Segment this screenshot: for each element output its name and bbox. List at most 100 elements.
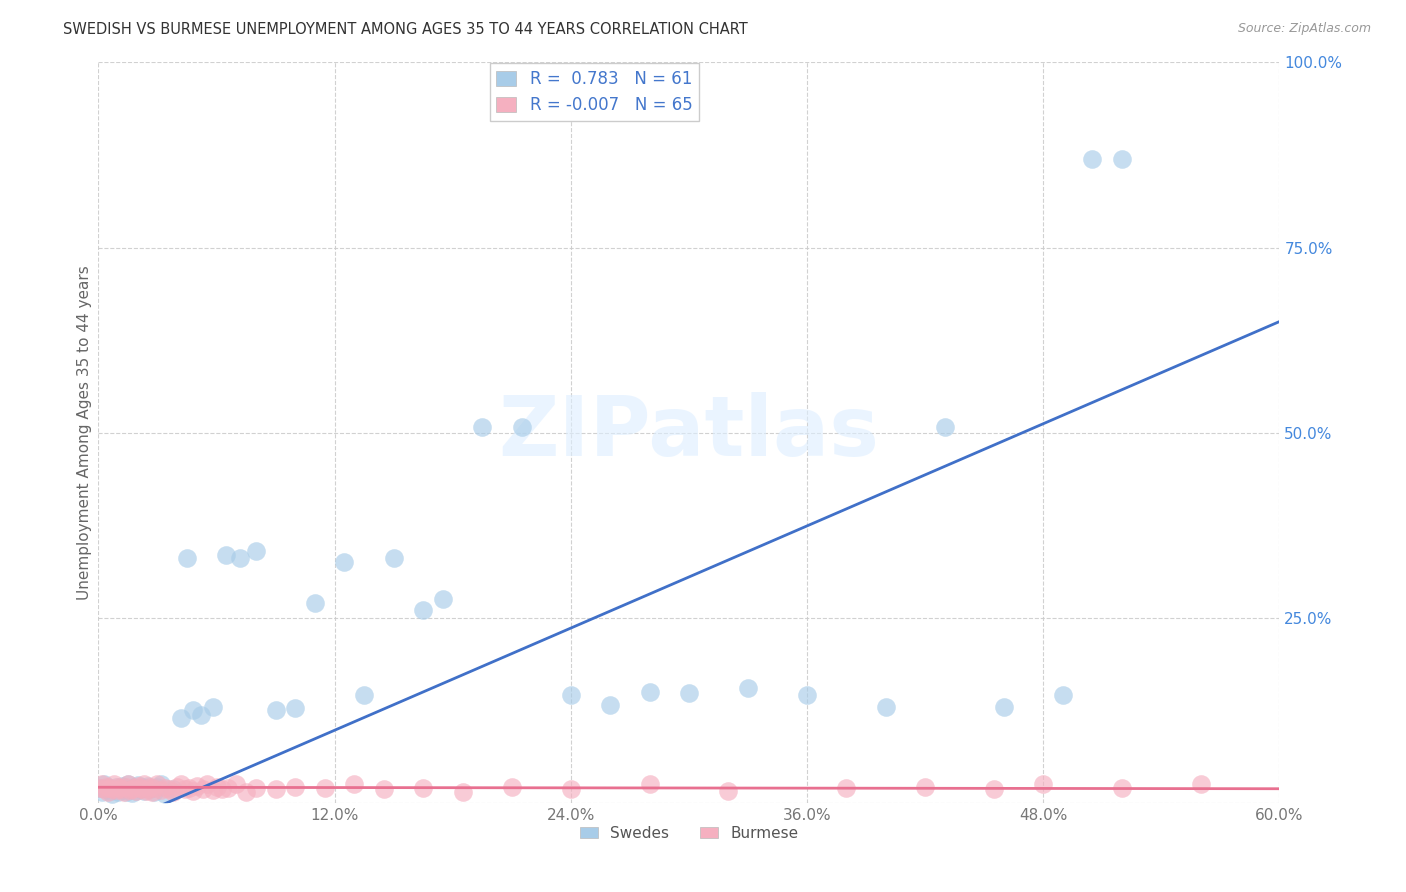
Point	[1111, 152, 1133, 166]
Text: ZIPatlas: ZIPatlas	[499, 392, 879, 473]
Point	[122, 780, 145, 794]
Point	[93, 777, 115, 791]
Point	[91, 777, 114, 791]
Point	[166, 780, 188, 794]
Point	[125, 784, 148, 798]
Point	[1189, 777, 1212, 791]
Point	[201, 783, 224, 797]
Point	[314, 780, 336, 795]
Point	[103, 781, 125, 796]
Point	[1081, 152, 1104, 166]
Point	[875, 699, 897, 714]
Point	[93, 782, 115, 797]
Point	[284, 701, 307, 715]
Point	[993, 699, 1015, 714]
Point	[560, 782, 582, 797]
Point	[186, 779, 208, 793]
Point	[717, 784, 740, 798]
Point	[510, 419, 533, 434]
Point	[155, 787, 177, 801]
Point	[146, 780, 169, 794]
Point	[157, 782, 180, 797]
Point	[560, 689, 582, 703]
Point	[117, 777, 139, 791]
Point	[983, 782, 1005, 797]
Point	[264, 703, 287, 717]
Point	[112, 785, 135, 799]
Point	[343, 777, 366, 791]
Point	[451, 785, 474, 799]
Point	[155, 780, 177, 795]
Point	[118, 783, 141, 797]
Point	[138, 782, 160, 797]
Point	[107, 780, 129, 794]
Point	[373, 782, 395, 797]
Point	[471, 419, 494, 434]
Point	[191, 782, 214, 797]
Point	[91, 785, 114, 799]
Point	[235, 785, 257, 799]
Point	[217, 780, 239, 795]
Point	[141, 785, 163, 799]
Point	[131, 780, 153, 795]
Point	[245, 780, 267, 795]
Point	[132, 784, 155, 798]
Point	[146, 777, 169, 791]
Point	[412, 603, 434, 617]
Point	[103, 777, 125, 791]
Point	[382, 551, 405, 566]
Point	[98, 780, 121, 795]
Point	[914, 780, 936, 794]
Point	[264, 782, 287, 797]
Point	[162, 785, 184, 799]
Point	[112, 783, 135, 797]
Text: SWEDISH VS BURMESE UNEMPLOYMENT AMONG AGES 35 TO 44 YEARS CORRELATION CHART: SWEDISH VS BURMESE UNEMPLOYMENT AMONG AG…	[63, 22, 748, 37]
Point	[215, 548, 238, 562]
Point	[101, 787, 124, 801]
Point	[150, 783, 173, 797]
Point	[96, 782, 118, 797]
Point	[108, 780, 131, 795]
Point	[121, 786, 143, 800]
Point	[98, 784, 121, 798]
Point	[211, 782, 233, 797]
Point	[122, 780, 145, 795]
Point	[170, 777, 193, 791]
Point	[89, 780, 111, 795]
Point	[835, 780, 858, 795]
Legend: Swedes, Burmese: Swedes, Burmese	[574, 820, 804, 847]
Point	[97, 780, 120, 794]
Point	[136, 781, 159, 796]
Point	[150, 777, 173, 791]
Point	[117, 777, 139, 791]
Point	[115, 780, 138, 794]
Point	[353, 689, 375, 703]
Point	[121, 781, 143, 796]
Point	[111, 779, 134, 793]
Point	[1111, 780, 1133, 795]
Point	[205, 780, 228, 794]
Point	[170, 711, 193, 725]
Point	[333, 555, 356, 569]
Point	[181, 784, 204, 798]
Point	[304, 596, 326, 610]
Point	[135, 784, 157, 798]
Point	[96, 780, 118, 794]
Point	[127, 779, 149, 793]
Point	[245, 544, 267, 558]
Point	[89, 780, 111, 795]
Point	[599, 698, 621, 712]
Point	[176, 551, 198, 566]
Text: Source: ZipAtlas.com: Source: ZipAtlas.com	[1237, 22, 1371, 36]
Point	[107, 785, 129, 799]
Point	[432, 592, 454, 607]
Point	[101, 782, 124, 797]
Point	[135, 780, 157, 795]
Point	[115, 785, 138, 799]
Point	[142, 785, 165, 799]
Point	[131, 782, 153, 797]
Point	[174, 782, 197, 797]
Point	[111, 782, 134, 797]
Point	[1032, 777, 1054, 791]
Point	[97, 785, 120, 799]
